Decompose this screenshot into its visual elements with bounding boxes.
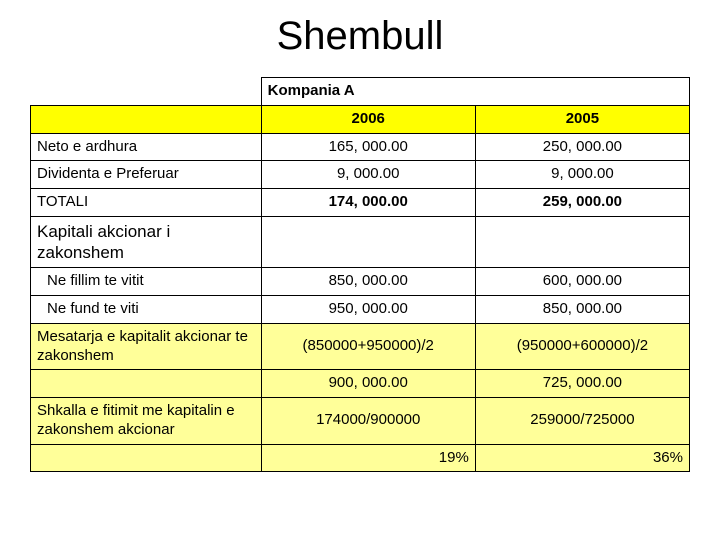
totali-2006: 174, 000.00	[261, 189, 475, 217]
slide: Shembull Kompania A 2006 2005 Neto e ard…	[0, 14, 720, 554]
neto-2005: 250, 000.00	[475, 133, 689, 161]
row-mesatarja-result: 900, 000.00 725, 000.00	[31, 370, 690, 398]
shkalla-2005: 259000/725000	[475, 398, 689, 445]
mesatarja-res-2006: 900, 000.00	[261, 370, 475, 398]
fillim-2006: 850, 000.00	[261, 268, 475, 296]
row-fillim: Ne fillim te vitit 850, 000.00 600, 000.…	[31, 268, 690, 296]
company-header-row: Kompania A	[31, 78, 690, 106]
label-shkalla: Shkalla e fitimit me kapitalin e zakonsh…	[31, 398, 262, 445]
mesatarja-2006: (850000+950000)/2	[261, 323, 475, 370]
year-header-row: 2006 2005	[31, 105, 690, 133]
mesatarja-res-2005: 725, 000.00	[475, 370, 689, 398]
shkalla-res-2006: 19%	[261, 444, 475, 472]
label-fund: Ne fund te viti	[31, 296, 262, 324]
year-2005: 2005	[475, 105, 689, 133]
neto-2006: 165, 000.00	[261, 133, 475, 161]
row-neto: Neto e ardhura 165, 000.00 250, 000.00	[31, 133, 690, 161]
totali-2005: 259, 000.00	[475, 189, 689, 217]
shkalla-2006: 174000/900000	[261, 398, 475, 445]
page-title: Shembull	[0, 14, 720, 59]
row-shkalla-result: 19% 36%	[31, 444, 690, 472]
fillim-2005: 600, 000.00	[475, 268, 689, 296]
year-2006: 2006	[261, 105, 475, 133]
row-kapitali-header: Kapitali akcionar i zakonshem	[31, 216, 690, 268]
label-mesatarja: Mesatarja e kapitalit akcionar te zakons…	[31, 323, 262, 370]
company-header: Kompania A	[261, 78, 689, 106]
financial-table: Kompania A 2006 2005 Neto e ardhura 165,…	[30, 77, 690, 472]
fund-2005: 850, 000.00	[475, 296, 689, 324]
label-kapitali: Kapitali akcionar i zakonshem	[31, 216, 262, 268]
row-fund: Ne fund te viti 950, 000.00 850, 000.00	[31, 296, 690, 324]
row-shkalla: Shkalla e fitimit me kapitalin e zakonsh…	[31, 398, 690, 445]
row-dividenta: Dividenta e Preferuar 9, 000.00 9, 000.0…	[31, 161, 690, 189]
label-totali: TOTALI	[31, 189, 262, 217]
fund-2006: 950, 000.00	[261, 296, 475, 324]
shkalla-res-2005: 36%	[475, 444, 689, 472]
table-container: Kompania A 2006 2005 Neto e ardhura 165,…	[0, 77, 720, 472]
label-neto: Neto e ardhura	[31, 133, 262, 161]
mesatarja-2005: (950000+600000)/2	[475, 323, 689, 370]
row-totali: TOTALI 174, 000.00 259, 000.00	[31, 189, 690, 217]
dividenta-2005: 9, 000.00	[475, 161, 689, 189]
label-dividenta: Dividenta e Preferuar	[31, 161, 262, 189]
dividenta-2006: 9, 000.00	[261, 161, 475, 189]
row-mesatarja: Mesatarja e kapitalit akcionar te zakons…	[31, 323, 690, 370]
label-fillim: Ne fillim te vitit	[31, 268, 262, 296]
